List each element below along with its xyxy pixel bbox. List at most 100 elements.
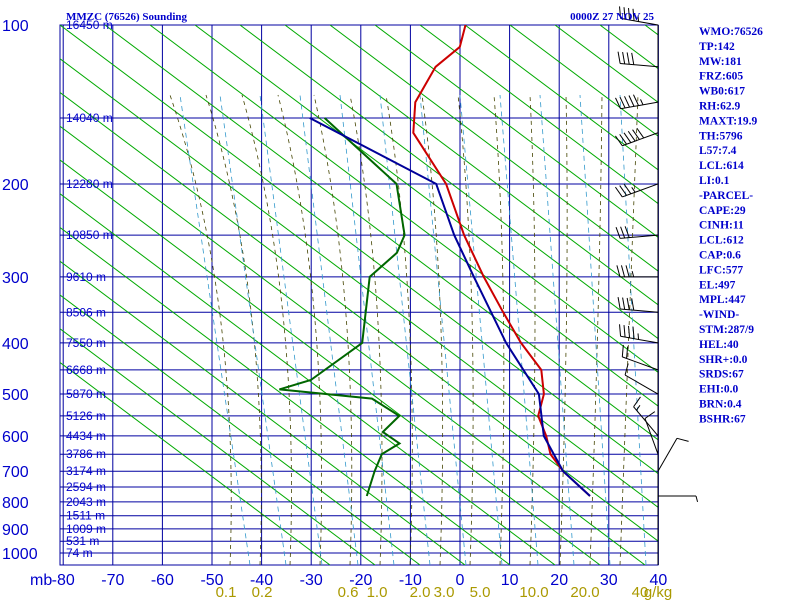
height-label: 1009 m bbox=[66, 522, 106, 536]
stat-line: EL:497 bbox=[699, 279, 736, 291]
temperature-tick-label: -20 bbox=[349, 572, 372, 589]
chart-title: MMZC (76526) Sounding bbox=[66, 11, 188, 23]
moist-adiabat-line bbox=[619, 94, 639, 565]
mixing-ratio-line bbox=[259, 94, 323, 565]
height-label: 1511 m bbox=[66, 509, 105, 523]
stat-line: TP:142 bbox=[699, 41, 735, 53]
height-label: 6668 m bbox=[66, 363, 106, 377]
pressure-tick-label: 800 bbox=[2, 495, 29, 512]
wind-barb bbox=[617, 297, 659, 313]
mixing-ratio-line bbox=[379, 94, 431, 565]
mixing-ratio-line bbox=[579, 94, 611, 565]
wind-barb bbox=[657, 437, 689, 472]
wind-barbs bbox=[614, 6, 699, 565]
stat-line: MAXT:19.9 bbox=[699, 115, 757, 127]
stat-line: BRN:0.4 bbox=[699, 399, 742, 411]
moist-adiabat-line bbox=[457, 94, 474, 565]
dry-adiabats bbox=[60, 25, 800, 565]
wind-barb bbox=[621, 344, 659, 371]
height-label: 10850 m bbox=[66, 228, 113, 242]
mixing-ratio-label: 0.6 bbox=[338, 584, 359, 600]
height-label: 9610 m bbox=[66, 270, 106, 284]
mixing-ratio-line bbox=[419, 94, 467, 565]
dry-adiabat-line bbox=[194, 25, 658, 373]
sounding-traces bbox=[279, 25, 591, 497]
mixing-ratio-lines bbox=[179, 94, 647, 565]
dry-adiabat-line bbox=[419, 25, 658, 205]
pressure-tick-label: 1000 bbox=[2, 546, 38, 563]
mixing-ratio-line bbox=[179, 94, 251, 565]
height-label: 74 m bbox=[66, 546, 93, 560]
moist-adiabat-line bbox=[589, 94, 603, 565]
moist-adiabat-line bbox=[529, 94, 536, 565]
pressure-tick-label: 300 bbox=[2, 270, 29, 287]
mixing-ratio-label: 40 bbox=[632, 584, 649, 600]
pressure-tick-label: 600 bbox=[2, 429, 29, 446]
mixing-ratio-label: 20.0 bbox=[570, 584, 599, 600]
dry-adiabat-line bbox=[780, 25, 800, 565]
stat-line: TH:5796 bbox=[699, 130, 743, 142]
wind-barb bbox=[615, 226, 659, 239]
temperature-tick-label: 20 bbox=[550, 572, 568, 589]
dry-adiabat-line bbox=[60, 260, 466, 565]
trace-parcel bbox=[309, 117, 591, 497]
mixing-ratio-label: 0.2 bbox=[252, 584, 273, 600]
stat-line: SRDS:67 bbox=[699, 369, 744, 381]
mixing-ratio-line bbox=[499, 94, 539, 565]
dry-adiabat-line bbox=[60, 193, 556, 565]
height-label: 12280 m bbox=[66, 177, 113, 191]
temperature-tick-label: -60 bbox=[151, 572, 174, 589]
height-label: 531 m bbox=[66, 534, 99, 548]
temperature-tick-label: 40 bbox=[650, 572, 668, 589]
wind-barb bbox=[624, 363, 659, 395]
dry-adiabat-line bbox=[464, 25, 658, 171]
moist-adiabat-line bbox=[241, 94, 292, 565]
moist-adiabat-line bbox=[493, 94, 505, 565]
stat-line: LCL:612 bbox=[699, 235, 744, 247]
pressure-tick-label: 900 bbox=[2, 522, 29, 539]
temperature-tick-label: -40 bbox=[250, 572, 273, 589]
stat-line: RH:62.9 bbox=[699, 101, 740, 113]
height-label: 14040 m bbox=[66, 111, 113, 125]
wind-barb bbox=[614, 183, 659, 198]
mixing-ratio-line bbox=[539, 94, 575, 565]
valid-time: 0000Z 27 NOV 25 bbox=[570, 11, 654, 23]
height-label: 3786 m bbox=[66, 447, 106, 461]
mixing-ratio-label: 10.0 bbox=[519, 584, 548, 600]
stat-line: FRZ:605 bbox=[699, 71, 743, 83]
height-label: 3174 m bbox=[66, 464, 106, 478]
dry-adiabat-line bbox=[60, 294, 421, 565]
dry-adiabat-line bbox=[509, 25, 658, 137]
dry-adiabat-line bbox=[60, 125, 646, 565]
mixing-ratio-label: 1.0 bbox=[367, 584, 388, 600]
stat-line: SHR+:0.0 bbox=[699, 354, 748, 366]
moist-adiabat-line bbox=[277, 94, 322, 565]
temperature-tick-label: 30 bbox=[600, 572, 618, 589]
mixing-ratio-line bbox=[459, 94, 503, 565]
dry-adiabat-line bbox=[60, 159, 601, 565]
wind-barb bbox=[617, 51, 659, 68]
stat-line: STM:287/9 bbox=[699, 324, 754, 336]
wind-barb bbox=[615, 94, 659, 110]
moist-adiabats bbox=[169, 94, 639, 565]
stat-line: BSHR:67 bbox=[699, 413, 746, 425]
moist-adiabat-line bbox=[169, 94, 232, 565]
stats-panel: WMO:76526 TP:142 MW:181 FRZ:605 WB0:617 RH:62… bbox=[699, 26, 763, 425]
temperature-tick-label: 0 bbox=[456, 572, 465, 589]
moist-adiabat-line bbox=[385, 94, 413, 565]
dry-adiabat-line bbox=[104, 25, 658, 441]
temperature-tick-label: -80 bbox=[52, 572, 75, 589]
dry-adiabat-line bbox=[60, 25, 658, 475]
plot-grid bbox=[59, 24, 659, 566]
trace-dewpoint bbox=[279, 117, 406, 497]
stat-line: L57:7.4 bbox=[699, 145, 737, 157]
mixing-ratio-line bbox=[219, 94, 287, 565]
moist-adiabat-line bbox=[559, 94, 568, 565]
stat-line: WB0:617 bbox=[699, 86, 745, 98]
mixing-ratio-line bbox=[299, 94, 359, 565]
mixing-ratio-label: g/kg bbox=[644, 584, 672, 600]
stat-line: -WIND- bbox=[699, 309, 739, 321]
stat-line: EHI:0.0 bbox=[699, 384, 739, 396]
height-label: 2043 m bbox=[66, 495, 106, 509]
